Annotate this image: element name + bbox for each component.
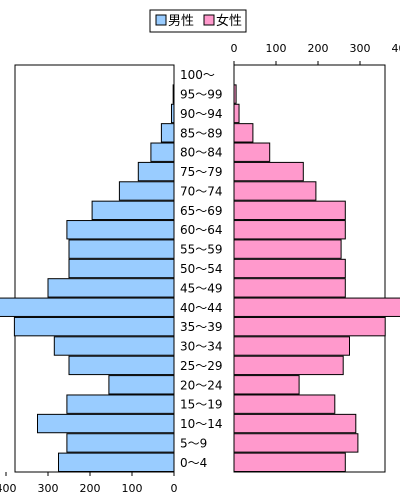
female-bar [233,355,344,376]
male-bar [137,161,175,182]
female-bar [233,200,346,221]
age-group-label: 70～74 [180,184,223,198]
male-bar [66,220,175,240]
female-bar [233,316,386,337]
male-bar [58,452,175,473]
age-group-label: 35～39 [180,320,223,334]
age-group-label: 75～79 [180,165,223,179]
female-bar [233,84,237,104]
age-group-label: 5～9 [180,436,207,450]
male-bar [170,103,175,124]
age-group-label: 90～94 [180,107,223,121]
age-group-label: 100～ [180,68,215,82]
male-bar [66,433,175,453]
legend-box [149,9,247,33]
age-group-label: 15～19 [180,398,223,412]
female-bar [233,394,336,414]
male-bar [108,375,175,395]
male-bar [0,297,175,317]
age-group-label: 95～99 [180,88,223,102]
female-bar [233,181,317,201]
left-axis-tick-label: 100 [122,482,143,495]
age-group-label: 50～54 [180,262,223,276]
female-bar [233,297,400,317]
right-axis-tick-label: 0 [231,42,238,55]
male-bar [53,336,175,356]
age-group-label: 80～84 [180,146,223,160]
left-axis-tick-label: 300 [38,482,59,495]
legend-swatch-male [155,14,167,26]
female-bar [233,103,240,124]
female-bar [233,375,300,395]
right-axis-tick-label: 400 [392,42,400,55]
age-group-label: 10～14 [180,417,223,431]
female-bar [233,123,254,143]
left-axis-tick-label: 400 [0,482,17,495]
age-group-label: 85～89 [180,126,223,140]
female-bar [233,336,350,356]
age-group-label: 40～44 [180,301,223,315]
age-group-label: 20～24 [180,378,223,392]
age-group-label: 60～64 [180,223,223,237]
female-bar [233,413,357,434]
left-axis-tick-label: 200 [80,482,101,495]
male-bar [68,355,175,376]
age-group-label: 55～59 [180,243,223,257]
male-bar [118,181,175,201]
age-group-label: 30～34 [180,340,223,354]
female-bar [233,239,342,259]
female-bar [233,161,304,182]
male-bar [68,258,175,279]
male-bar [91,200,175,221]
female-bar [233,278,346,298]
male-bar [37,413,175,434]
legend-label-female: 女性 [216,13,242,29]
right-axis-tick-label: 100 [266,42,287,55]
male-bar [47,278,175,298]
legend-swatch-female [203,14,215,26]
male-bar [66,394,175,414]
female-bar [233,220,346,240]
age-group-label: 0～4 [180,456,207,470]
age-group-label: 65～69 [180,204,223,218]
right-axis-tick-label: 200 [308,42,329,55]
legend-label-male: 男性 [168,14,194,29]
male-bar [68,239,175,259]
female-bar [233,452,346,473]
male-bar [172,84,175,104]
age-group-label: 25～29 [180,359,223,373]
age-group-label: 45～49 [180,281,223,295]
male-bar [150,142,175,162]
female-bar [233,142,271,162]
male-bar [13,316,175,337]
left-axis-tick-label: 0 [171,482,178,495]
female-bar [233,433,359,453]
female-bar [233,258,346,279]
right-axis-tick-label: 300 [350,42,371,55]
male-bar [160,123,175,143]
